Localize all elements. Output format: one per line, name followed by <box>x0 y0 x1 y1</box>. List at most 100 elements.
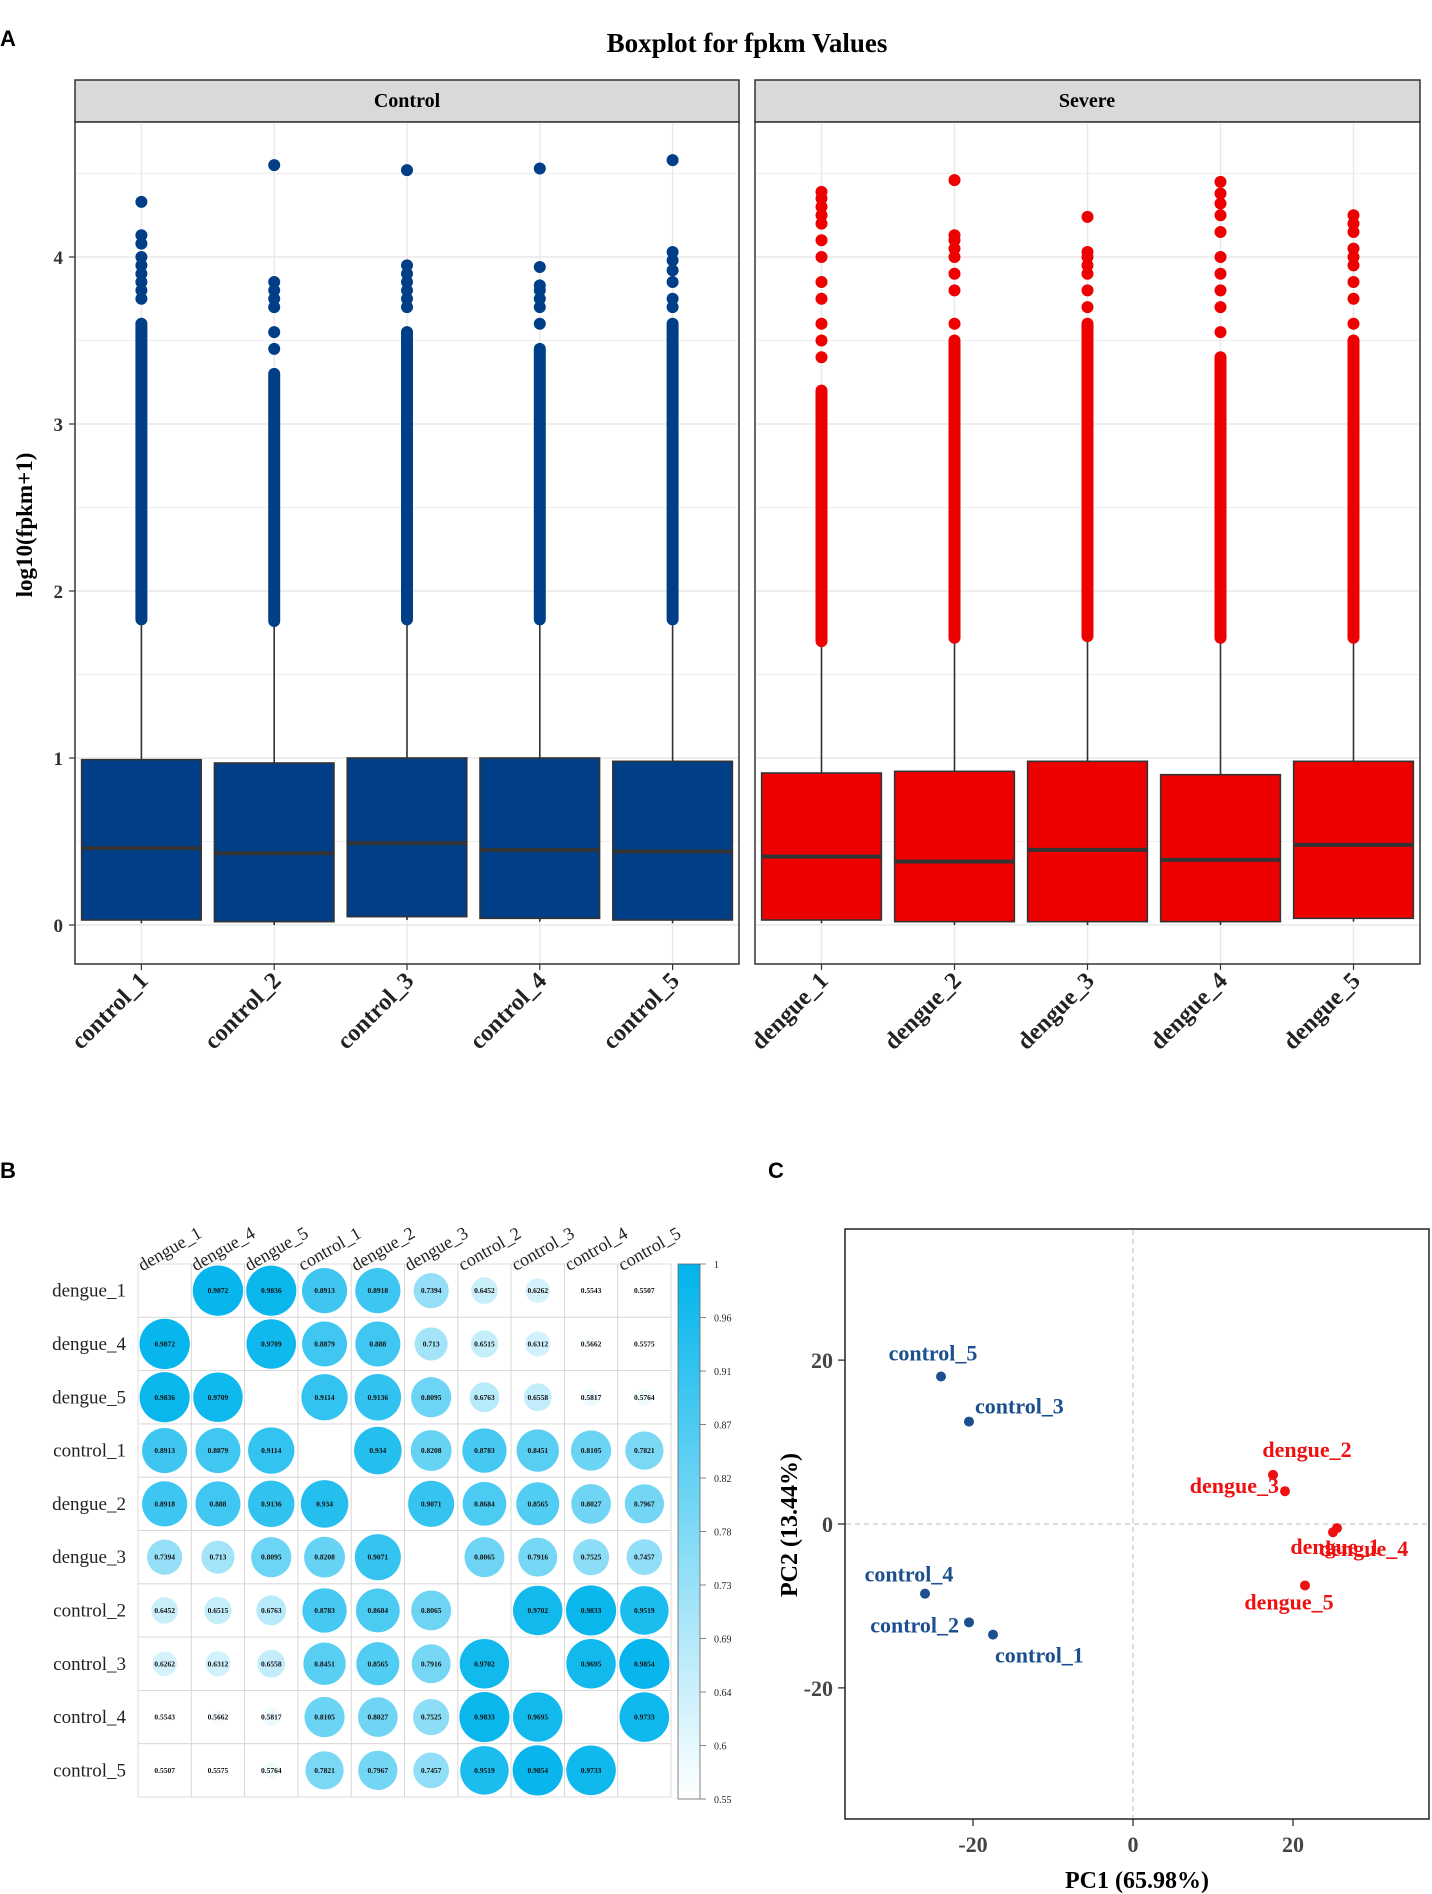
correlation-value: 0.7916 <box>421 1659 442 1668</box>
facet-strip-label-severe: Severe <box>1059 90 1115 112</box>
correlation-value: 0.8095 <box>261 1553 282 1562</box>
outlier-point <box>1347 292 1360 305</box>
correlation-value: 0.6515 <box>208 1606 229 1615</box>
correlation-value: 0.8027 <box>581 1499 602 1508</box>
boxplot-y-ticks: 0 1 2 3 4 <box>54 248 75 937</box>
correlation-circle <box>358 1750 398 1791</box>
correlation-value: 0.5543 <box>581 1286 602 1295</box>
correlation-circle <box>624 1484 665 1524</box>
correlation-value: 0.8065 <box>421 1606 442 1615</box>
correlation-circle <box>625 1431 664 1470</box>
box-iqr <box>346 757 468 918</box>
correlation-value: 0.7525 <box>421 1713 442 1722</box>
x-tick-label-control_5: control_5 <box>598 968 685 1055</box>
correlation-cell <box>617 1743 672 1798</box>
correlation-circle <box>192 1265 244 1316</box>
correlation-value: 0.8918 <box>368 1286 389 1295</box>
outlier-point <box>666 276 679 289</box>
pca-points: control_1 control_2 control_3 control_4 cont… <box>865 1341 1409 1668</box>
correlation-value: 0.6558 <box>527 1393 548 1402</box>
correlation-value: 0.9519 <box>474 1766 495 1775</box>
correlation-value: 0.713 <box>210 1553 227 1562</box>
correlation-circle <box>413 1752 449 1789</box>
pca-point-dengue_2 <box>1268 1469 1278 1480</box>
correlation-circle <box>205 1651 231 1677</box>
outlier-point <box>815 351 828 364</box>
outlier-point <box>815 209 828 222</box>
correlation-value: 0.9136 <box>261 1499 282 1508</box>
outlier-point <box>401 292 413 305</box>
correlation-value: 0.6763 <box>474 1393 495 1402</box>
correlation-circle <box>257 1649 286 1678</box>
correlation-value: 0.9836 <box>154 1393 175 1402</box>
outlier-point <box>1081 245 1094 258</box>
correlation-value: 0.8913 <box>314 1286 335 1295</box>
box-iqr <box>1026 760 1149 923</box>
legend-tick-label: 0.87 <box>714 1421 732 1432</box>
legend-tick-label: 0.69 <box>714 1635 732 1646</box>
correlation-value: 0.9071 <box>368 1553 389 1562</box>
y-tick-label: 2 <box>54 582 64 603</box>
correlation-circle <box>469 1382 500 1413</box>
correlation-value: 0.8565 <box>368 1659 389 1668</box>
correlation-value: 0.7916 <box>527 1553 548 1562</box>
correlation-value: 0.6558 <box>261 1659 282 1668</box>
pca-point-label-dengue_4: dengue_4 <box>1319 1536 1408 1561</box>
correlation-circle <box>640 1286 649 1295</box>
facet-strip-control <box>74 79 740 123</box>
pca-y-tick-label: 20 <box>811 1348 833 1373</box>
box-iqr <box>80 758 202 921</box>
correlation-value: 0.8879 <box>208 1446 229 1455</box>
x-tick-label-control_4: control_4 <box>465 968 552 1055</box>
legend-tick-label: 0.64 <box>714 1688 732 1699</box>
outlier-point <box>1081 267 1094 280</box>
outlier-point <box>135 276 148 289</box>
correlation-circle <box>256 1595 287 1626</box>
correlation-circle <box>635 1388 653 1406</box>
box-iqr <box>213 762 335 923</box>
row-label-control_1: control_1 <box>53 1441 126 1462</box>
pca-point-label-dengue_3: dengue_3 <box>1190 1473 1279 1498</box>
box-control_2 <box>213 159 335 925</box>
correlation-value: 0.8879 <box>314 1339 335 1348</box>
y-tick-label: 4 <box>54 248 64 269</box>
correlation-value: 0.7457 <box>634 1553 655 1562</box>
pca-point-label-control_1: control_1 <box>995 1643 1084 1668</box>
correlation-circle <box>303 1642 346 1685</box>
correlation-cell <box>404 1530 459 1585</box>
y-tick-label: 0 <box>54 916 64 937</box>
pca-y-tick-label: -20 <box>804 1676 833 1701</box>
correlation-circle <box>246 1319 297 1369</box>
pca-point-label-control_4: control_4 <box>865 1562 954 1587</box>
row-label-dengue_3: dengue_3 <box>52 1547 126 1568</box>
correlation-circle <box>414 1327 448 1361</box>
correlation-circle <box>142 1481 188 1527</box>
correlation-value: 0.7967 <box>634 1499 655 1508</box>
correlation-value: 0.8684 <box>368 1606 389 1615</box>
outlier-point <box>948 317 961 330</box>
correlation-value: 0.5662 <box>581 1339 602 1348</box>
correlation-value: 0.8105 <box>314 1713 335 1722</box>
correlation-circle <box>354 1374 402 1421</box>
correlation-value: 0.5662 <box>208 1713 229 1722</box>
x-tick-label-dengue_2: dengue_2 <box>880 968 967 1055</box>
correlation-circle <box>302 1321 348 1367</box>
correlation-value: 0.9854 <box>634 1659 655 1668</box>
correlation-value: 0.8208 <box>314 1553 335 1562</box>
outlier-point <box>666 264 679 277</box>
correlation-circle <box>565 1585 617 1636</box>
correlation-circle <box>159 1711 170 1723</box>
correlation-circle <box>583 1336 599 1352</box>
outlier-point <box>135 267 148 280</box>
pca-point-control_3 <box>964 1416 974 1427</box>
pca-point-control_2 <box>964 1617 974 1628</box>
outlier-point <box>666 301 679 314</box>
outlier-point <box>135 251 148 263</box>
correlation-value: 0.8783 <box>314 1606 335 1615</box>
box-control_3 <box>346 164 468 920</box>
pca-point-label-control_5: control_5 <box>889 1341 978 1366</box>
correlation-circle <box>262 1708 281 1727</box>
outlier-point <box>268 292 281 305</box>
correlation-circle <box>471 1277 498 1304</box>
